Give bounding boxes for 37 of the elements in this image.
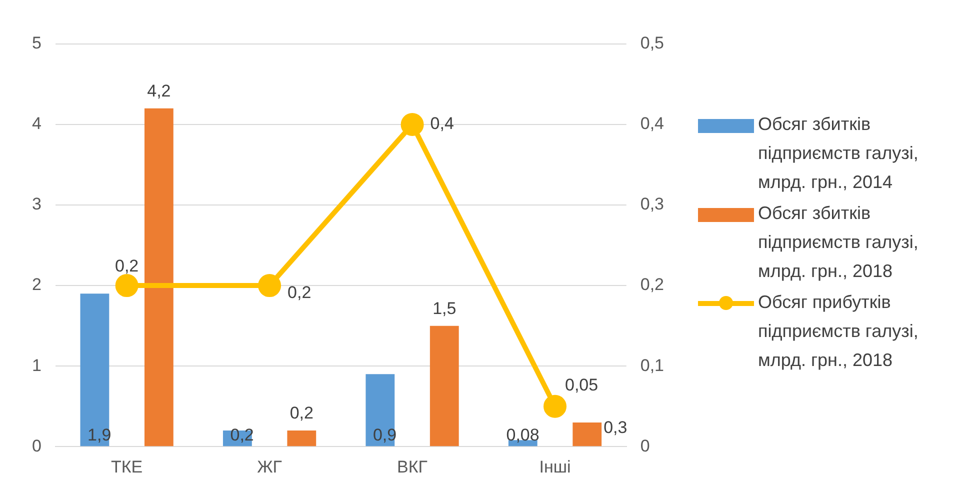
bar (144, 108, 174, 446)
data-label: 0,2 (290, 404, 314, 423)
data-label: 0,05 (565, 376, 598, 395)
bar (80, 294, 110, 446)
y2-tick-label: 0,5 (640, 34, 664, 53)
point (258, 274, 282, 298)
data-label: 0,2 (288, 283, 312, 302)
bar (430, 326, 459, 446)
x-tick-label: ВКГ (397, 457, 428, 476)
y-tick-label: 3 (32, 194, 42, 214)
bar (287, 430, 316, 446)
legend-label: Обсяг збитків підприємств галузі, млрд. грн., 2014 (758, 113, 920, 194)
y-tick-label: 2 (32, 275, 42, 294)
data-label: 0,3 (604, 418, 628, 438)
data-label: 1,5 (432, 299, 456, 318)
x-tick-label: ЖГ (257, 457, 282, 476)
y2-tick-label: 0,4 (640, 114, 664, 134)
y2-tick-label: 0,3 (640, 194, 664, 214)
data-label: 0,2 (115, 256, 139, 276)
y2-tick-label: 0,1 (640, 356, 664, 375)
y2-tick-label: 0,2 (640, 275, 664, 294)
y2-tick-label: 0 (640, 436, 650, 456)
bar (572, 422, 602, 446)
y-tick-label: 1 (32, 356, 42, 375)
y-tick-label: 5 (32, 34, 42, 53)
point (400, 113, 424, 136)
x-tick-label: ТКЕ (111, 457, 143, 476)
data-label: 0,4 (430, 114, 454, 134)
point (544, 394, 567, 418)
data-label: 4,2 (147, 82, 171, 101)
x-tick-label: Інші (539, 457, 571, 476)
data-label: 0,08 (506, 425, 540, 444)
legend-label: Обсяг прибутків підприємств галузі, млрд. грн., 2018 (758, 291, 920, 372)
y-tick-label: 4 (32, 114, 42, 134)
y-tick-label: 0 (32, 436, 42, 456)
point (115, 274, 138, 298)
legend-label: Обсяг збитків підприємств галузі, млрд. грн., 2018 (758, 202, 920, 283)
